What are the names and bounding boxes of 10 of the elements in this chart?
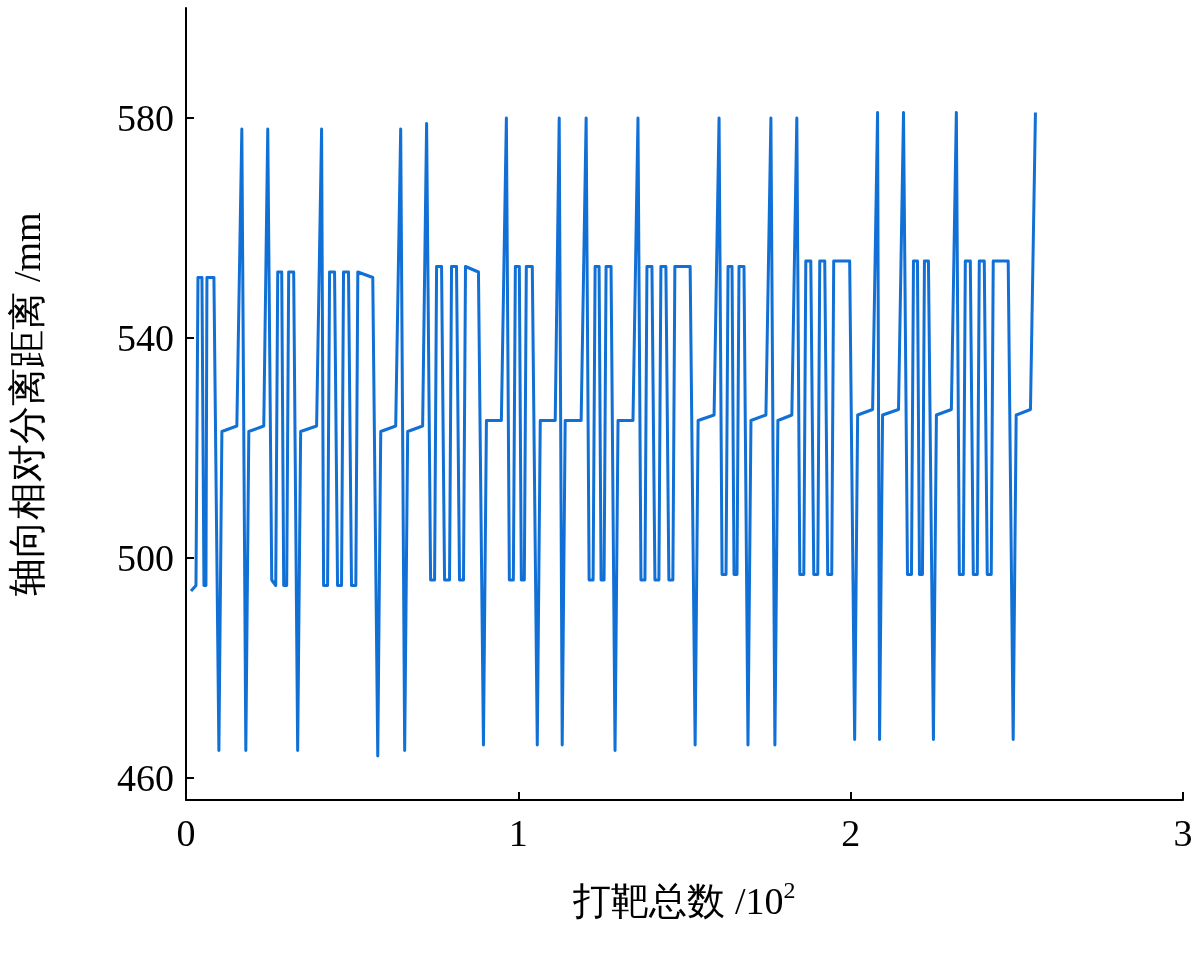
line-series <box>189 111 1037 758</box>
y-tick-label: 500 <box>117 537 174 579</box>
x-tick-label: 0 <box>176 812 196 854</box>
x-tick-label: 3 <box>1173 812 1193 854</box>
y-tick-label: 540 <box>117 317 174 359</box>
x-tick-label: 1 <box>508 812 528 854</box>
y-axis-title: 轴向相对分离距离 /mm <box>6 212 48 596</box>
y-tick-label: 460 <box>117 757 174 799</box>
y-tick-label: 580 <box>117 97 174 139</box>
x-tick-label: 2 <box>841 812 861 854</box>
